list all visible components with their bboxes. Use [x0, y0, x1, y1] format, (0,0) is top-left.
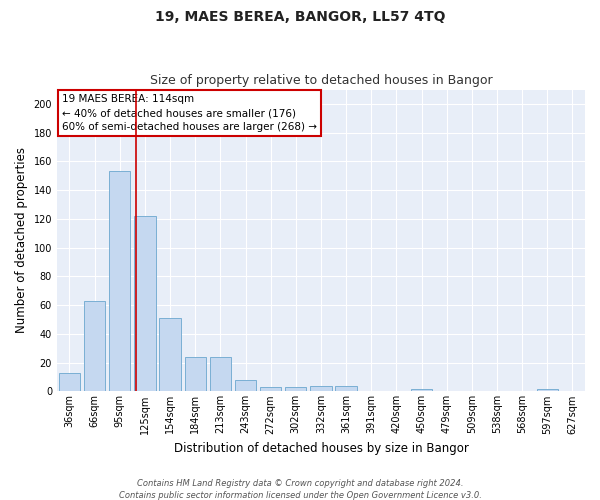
X-axis label: Distribution of detached houses by size in Bangor: Distribution of detached houses by size … — [173, 442, 469, 455]
Bar — [209, 357, 231, 392]
Bar — [260, 387, 281, 392]
Bar — [536, 388, 558, 392]
Text: Contains HM Land Registry data © Crown copyright and database right 2024.
Contai: Contains HM Land Registry data © Crown c… — [119, 478, 481, 500]
Y-axis label: Number of detached properties: Number of detached properties — [15, 148, 28, 334]
Text: 19, MAES BEREA, BANGOR, LL57 4TQ: 19, MAES BEREA, BANGOR, LL57 4TQ — [155, 10, 445, 24]
Bar — [310, 386, 332, 392]
Bar — [109, 172, 130, 392]
Bar — [335, 386, 357, 392]
Bar — [185, 357, 206, 392]
Bar — [59, 372, 80, 392]
Title: Size of property relative to detached houses in Bangor: Size of property relative to detached ho… — [149, 74, 492, 87]
Bar — [160, 318, 181, 392]
Bar — [285, 387, 307, 392]
Bar — [134, 216, 155, 392]
Bar — [411, 388, 432, 392]
Bar — [235, 380, 256, 392]
Text: 19 MAES BEREA: 114sqm
← 40% of detached houses are smaller (176)
60% of semi-det: 19 MAES BEREA: 114sqm ← 40% of detached … — [62, 94, 317, 132]
Bar — [84, 301, 106, 392]
